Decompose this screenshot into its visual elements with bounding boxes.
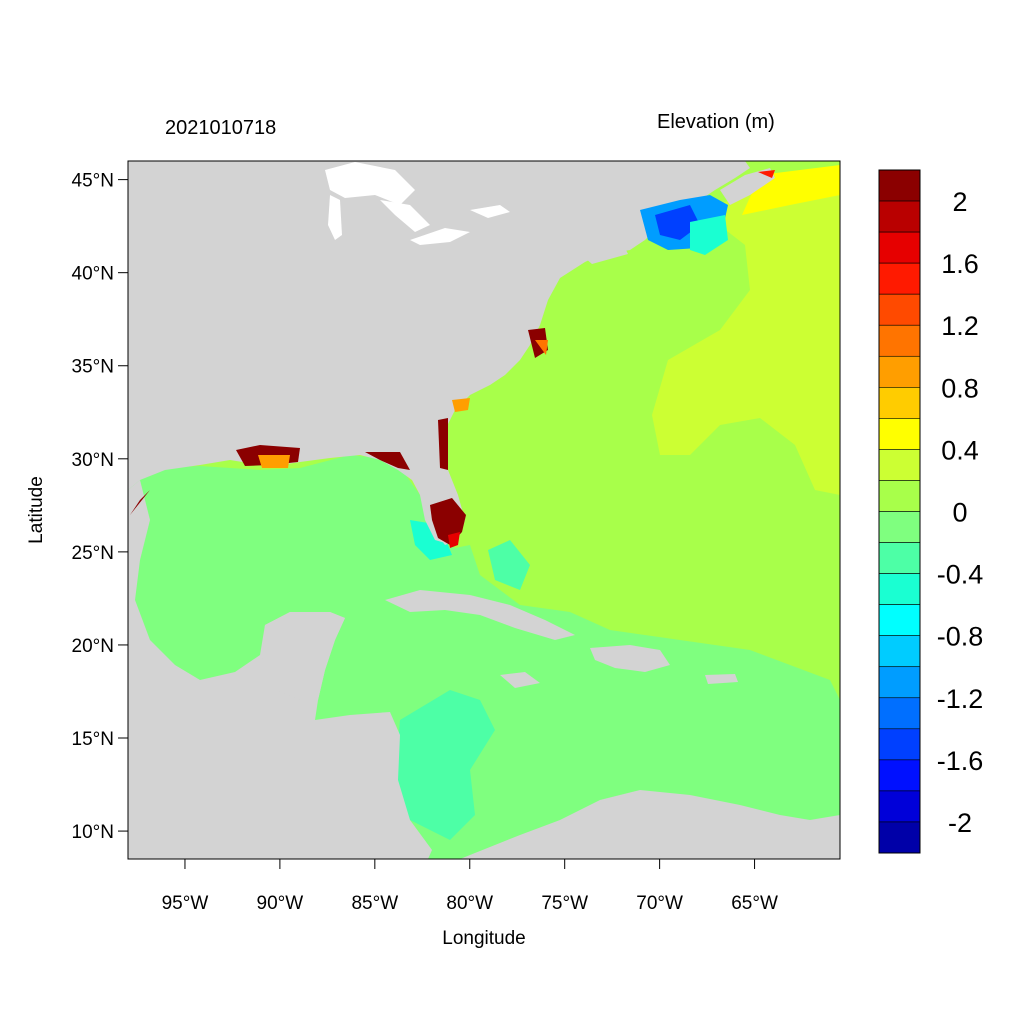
colorbar-segment xyxy=(878,262,921,295)
colorbar xyxy=(878,169,921,854)
colorbar-segment xyxy=(878,169,921,202)
variable-title: Elevation (m) xyxy=(657,111,775,133)
colorbar-segment xyxy=(878,542,921,574)
surge-georgia xyxy=(452,398,470,412)
land-south-america xyxy=(460,790,840,859)
colorbar-label: 0.4 xyxy=(941,435,979,465)
longitude-axis: 95°W 90°W 85°W 80°W 75°W 70°W 65°W xyxy=(162,859,778,914)
colorbar-label: 1.2 xyxy=(941,311,979,341)
colorbar-segment xyxy=(878,759,921,792)
colorbar-label: -0.4 xyxy=(937,560,984,590)
colorbar-segment xyxy=(878,324,921,357)
map-frame xyxy=(127,160,841,860)
colorbar-segment xyxy=(878,355,921,388)
colorbar-segment xyxy=(878,697,921,730)
lon-tick-label: 95°W xyxy=(162,893,209,914)
colorbar-label: -0.8 xyxy=(937,622,984,652)
land-long-island xyxy=(585,248,628,264)
colorbar-frame xyxy=(878,169,921,854)
map-panel xyxy=(128,161,840,859)
lake-ontario xyxy=(470,205,510,218)
ocean-nicaragua-low xyxy=(395,690,495,840)
latitude-axis: 45°N 40°N 35°N 30°N 25°N 20°N 15°N 10°N xyxy=(72,171,128,843)
lon-tick-label: 85°W xyxy=(351,893,398,914)
colorbar-segment xyxy=(878,573,921,605)
gulf-of-maine-lower xyxy=(655,205,700,240)
colorbar-segment xyxy=(878,293,921,326)
lat-tick-label: 45°N xyxy=(72,171,114,192)
colorbar-segment xyxy=(878,790,921,823)
colorbar-label: 0 xyxy=(952,498,967,528)
ocean-bahamas-low xyxy=(488,540,530,590)
surge-louisiana-orange xyxy=(258,455,290,468)
lon-tick-label: 75°W xyxy=(541,893,588,914)
lon-tick-label: 65°W xyxy=(731,893,778,914)
colorbar-segment xyxy=(878,480,921,512)
colorbar-label: -1.6 xyxy=(937,746,984,776)
surge-texas xyxy=(130,490,150,515)
colorbar-segment xyxy=(878,666,921,699)
datetime-label: 2021010718 xyxy=(165,117,276,139)
lat-tick-label: 10°N xyxy=(72,822,114,843)
colorbar-segment xyxy=(878,449,921,481)
colorbar-segment xyxy=(878,821,921,854)
colorbar-segment xyxy=(878,200,921,233)
georges-bank xyxy=(690,215,728,255)
lat-tick-label: 35°N xyxy=(72,357,114,378)
lat-tick-label: 40°N xyxy=(72,264,114,285)
colorbar-segment xyxy=(878,231,921,264)
land-jamaica xyxy=(500,672,540,688)
colorbar-label: -1.2 xyxy=(937,684,984,714)
lake-huron xyxy=(380,200,430,232)
lon-tick-label: 90°W xyxy=(257,893,304,914)
colorbar-segment xyxy=(878,604,921,636)
land-yucatan xyxy=(262,612,345,700)
colorbar-label: -2 xyxy=(948,808,972,838)
surge-nova-scotia xyxy=(758,170,775,178)
ocean-high-zone xyxy=(652,165,840,495)
colorbar-segment xyxy=(878,728,921,761)
lon-tick-label: 70°W xyxy=(636,893,683,914)
lat-tick-label: 30°N xyxy=(72,450,114,471)
colorbar-label: 2 xyxy=(952,187,967,217)
colorbar-segment xyxy=(878,418,921,450)
land-puerto-rico xyxy=(705,674,738,684)
x-axis-title: Longitude xyxy=(442,928,525,949)
y-axis-title: Latitude xyxy=(26,476,47,544)
lon-tick-label: 80°W xyxy=(446,893,493,914)
colorbar-labels: 2 1.6 1.2 0.8 0.4 0 -0.4 -0.8 -1.2 -1.6 -2 xyxy=(937,187,984,838)
colorbar-segment xyxy=(878,511,921,543)
colorbar-label: 1.6 xyxy=(941,249,979,279)
surge-florida-tip xyxy=(448,532,460,548)
colorbar-segment xyxy=(878,635,921,668)
lake-superior xyxy=(325,162,415,205)
land-nova-scotia xyxy=(720,168,775,205)
lat-tick-label: 25°N xyxy=(72,543,114,564)
colorbar-label: 0.8 xyxy=(941,373,979,403)
land-cuba xyxy=(385,590,575,640)
lake-michigan xyxy=(328,195,342,240)
surge-big-bend xyxy=(365,452,410,470)
surge-east-florida xyxy=(438,418,448,470)
land-hispaniola xyxy=(590,645,670,672)
lat-tick-label: 15°N xyxy=(72,729,114,750)
lake-erie xyxy=(410,228,470,245)
colorbar-segment xyxy=(878,387,921,419)
lat-tick-label: 20°N xyxy=(72,636,114,657)
surge-pamlico-orange xyxy=(535,340,548,355)
